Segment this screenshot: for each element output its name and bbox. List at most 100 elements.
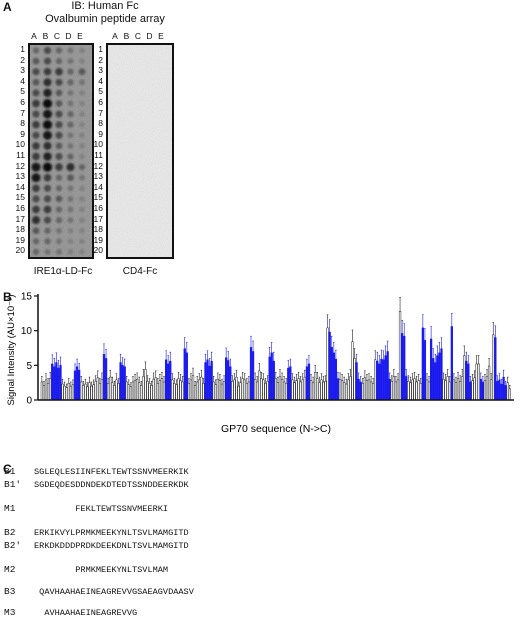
bar [231,381,234,401]
bar [243,379,246,401]
bar [266,381,269,401]
bar-highlighted [121,365,124,401]
bar-highlighted [380,358,383,401]
bar [42,385,46,401]
bar-highlighted [305,366,309,401]
x-axis-label: GP70 sequence (N->C) [221,423,331,435]
blot-spot [79,196,85,202]
blot-spot [79,47,85,54]
blot-spot [79,111,85,117]
bar-highlighted [438,352,441,401]
bar-highlighted [436,355,439,401]
blot-spot [55,174,63,181]
bar [40,381,44,401]
blot-spot [79,90,85,96]
bar-highlighted [502,376,505,401]
blot-right-row-12: 12 [93,160,103,171]
blot-spot [79,100,85,107]
bar-highlighted [378,363,381,401]
blot-spot [55,152,63,161]
bar [394,381,398,401]
bar-highlighted [185,352,188,401]
blot-spot [55,216,63,224]
blot-spot [67,195,74,202]
blot-spot [55,100,63,107]
bar [322,381,325,401]
bar-highlighted [465,360,468,401]
blot-right-caption: CD4-Fc [122,266,158,277]
panel-b-letter: B [3,290,12,304]
blot-spot [44,238,51,245]
blot-spot [43,216,52,224]
bar [415,381,418,401]
sequence-label: M2 [4,564,16,575]
bar [146,381,149,401]
bar [148,383,151,401]
bar [67,383,70,401]
bar [63,385,66,401]
bar [82,385,85,401]
bar [490,379,493,401]
blot-left-row-20: 20 [15,245,25,256]
blot-spot [31,162,41,172]
bar [413,378,416,401]
bar [475,363,478,401]
bar [158,380,162,401]
y-axis-label: Signal Intensity (AU×10⁻³) [6,295,17,406]
bar [264,383,267,401]
blot-left-row-5: 5 [20,86,25,97]
blot-left-row-13: 13 [15,171,25,182]
bar [448,381,451,401]
bar [160,378,164,401]
bar-highlighted [440,348,443,401]
blot-spot [55,206,63,213]
bar-highlighted [334,358,338,401]
bar-highlighted [268,356,271,401]
blot-cd4-fc [106,43,174,259]
bar [274,378,277,401]
bar [220,383,224,401]
blot-left-row-11: 11 [16,150,25,160]
blot-ire1-spots [30,45,92,257]
blot-left-row-14: 14 [15,181,25,192]
bar [283,381,286,401]
bar [291,379,294,401]
bar [237,385,240,401]
blot-spot [32,184,40,193]
bar [419,383,422,401]
blot-spot [32,142,40,150]
blot-spot [79,238,85,245]
bar [154,377,157,401]
sequence-label: B1 [4,466,16,477]
bar-highlighted [169,360,172,401]
panel-a-subtitle: Ovalbumin peptide array [45,13,165,25]
bar [345,383,348,401]
blot-spot [67,121,74,128]
bar [214,384,217,401]
blot-left-col-b: B [42,31,49,41]
blot-right-col-a: A [112,31,118,41]
blot-right-row-8: 8 [98,118,103,129]
bar-highlighted [496,381,499,401]
blot-spot [32,99,40,108]
blot-spot [44,248,51,255]
bar [407,381,410,401]
bar [150,385,153,401]
sequence-text: ERKIKVYLPRMKMEEKYNLTSVLMAMGITD [34,528,189,538]
bar [179,380,182,401]
blot-left-row-2: 2 [20,54,25,65]
bar [508,388,511,401]
blot-spot [67,185,74,192]
bar [65,387,68,401]
panel-a-title: IB: Human Fc [71,0,139,12]
bar [138,382,141,401]
bar-highlighted [229,366,232,401]
bar [361,383,364,401]
bar [135,378,139,401]
bar [417,380,420,401]
blot-spot [32,57,40,65]
bar [256,381,259,401]
blot-left-row-12: 12 [15,160,25,171]
bar [324,381,327,401]
bar [278,376,282,401]
